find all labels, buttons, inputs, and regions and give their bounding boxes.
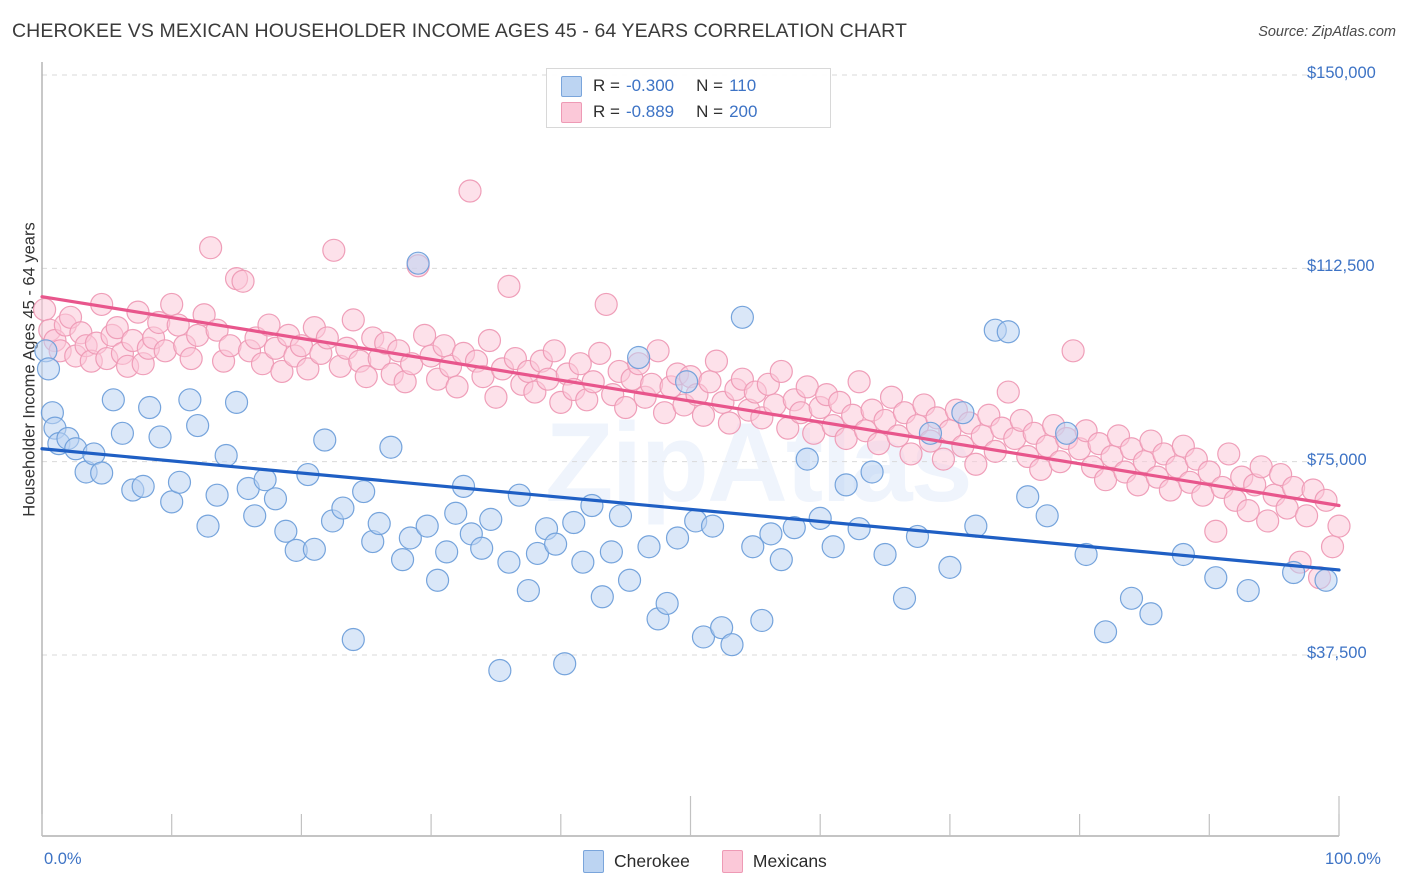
correlation-stats-legend: R = -0.300 N = 110 R = -0.889 N = 200: [546, 68, 831, 128]
legend-r-value-mexicans: -0.889: [625, 102, 675, 121]
x-tick-label-min: 0.0%: [44, 850, 82, 868]
series-legend: Cherokee Mexicans: [583, 848, 859, 874]
legend-n-label-cherokee: N =: [696, 76, 724, 95]
y-tick-label-112500: $112,500: [1307, 257, 1375, 276]
legend-color-mexicans-icon: [721, 849, 743, 873]
x-tick-label-max: 100.0%: [1325, 850, 1381, 868]
legend-label-mexicans: Mexicans: [752, 850, 827, 871]
series-points-mexicans: [32, 179, 1351, 590]
legend-swatch-mexicans-icon: [561, 101, 582, 123]
legend-item-mexicans[interactable]: Mexicans: [721, 849, 827, 873]
legend-item-cherokee[interactable]: Cherokee: [583, 849, 690, 873]
legend-r-value-cherokee: -0.300: [625, 76, 675, 95]
legend-color-cherokee-icon: [583, 849, 604, 873]
y-tick-label-37500: $37,500: [1307, 644, 1367, 662]
legend-n-value-mexicans: 200: [729, 102, 758, 121]
y-tick-label-150000: $150,000: [1307, 64, 1376, 82]
legend-r-label-mexicans: R =: [593, 102, 620, 121]
legend-swatch-cherokee-icon: [561, 75, 582, 97]
legend-r-label-cherokee: R =: [593, 76, 620, 95]
legend-row-cherokee: R = -0.300 N = 110: [561, 73, 756, 99]
source-attribution: Source: ZipAtlas.com: [1258, 24, 1396, 40]
legend-n-value-cherokee: 110: [729, 76, 757, 95]
legend-n-label-mexicans: N =: [696, 102, 724, 121]
page-title: CHEROKEE VS MEXICAN HOUSEHOLDER INCOME A…: [12, 20, 907, 42]
y-tick-label-75000: $75,000: [1307, 450, 1367, 469]
legend-row-mexicans: R = -0.889 N = 200: [561, 99, 757, 125]
legend-label-cherokee: Cherokee: [614, 850, 690, 871]
